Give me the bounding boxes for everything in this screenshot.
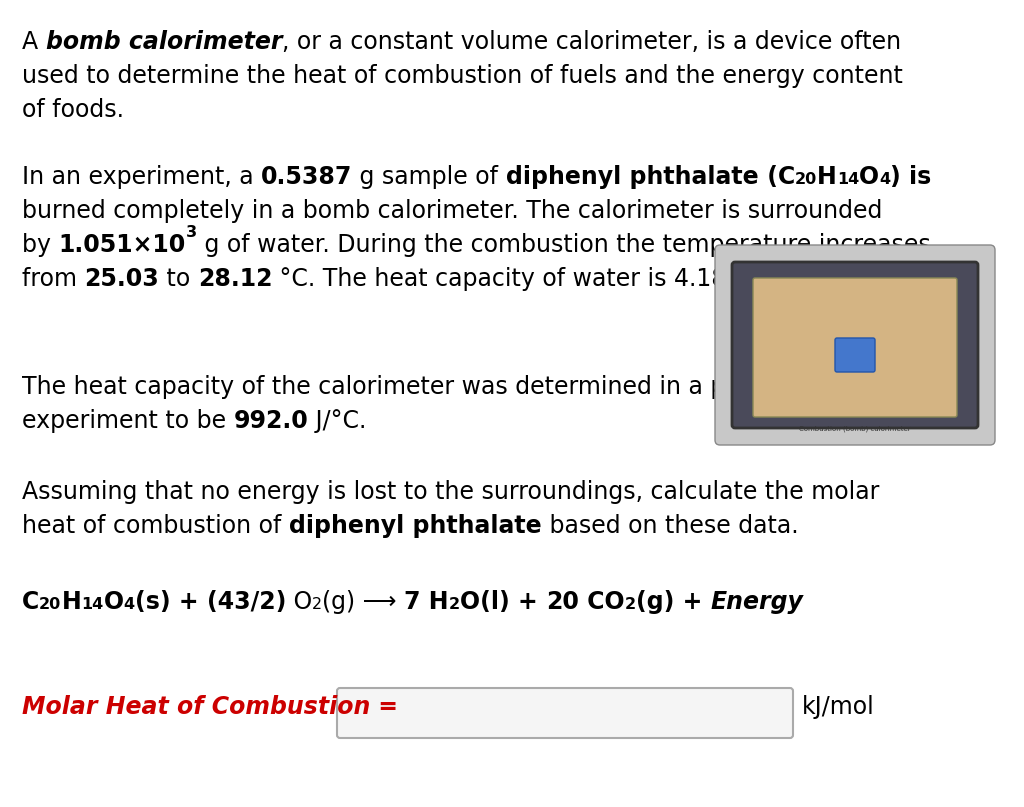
- Text: 28.12: 28.12: [198, 267, 272, 291]
- Text: Molar Heat of Combustion: Molar Heat of Combustion: [22, 695, 371, 719]
- Text: g of water. During the combustion the temperature increases: g of water. During the combustion the te…: [197, 233, 931, 257]
- Text: =: =: [371, 695, 398, 719]
- Text: 2: 2: [625, 597, 636, 612]
- Text: O: O: [286, 590, 312, 614]
- Text: O(l) +: O(l) +: [460, 590, 546, 614]
- Text: diphenyl phthalate: diphenyl phthalate: [506, 165, 759, 189]
- Text: to: to: [160, 267, 198, 291]
- FancyBboxPatch shape: [732, 262, 978, 428]
- Text: of foods.: of foods.: [22, 98, 124, 122]
- Text: 25.03: 25.03: [85, 267, 160, 291]
- FancyBboxPatch shape: [835, 338, 874, 372]
- Text: In an experiment, a: In an experiment, a: [22, 165, 261, 189]
- Text: kJ/mol: kJ/mol: [802, 695, 874, 719]
- Text: Energy: Energy: [711, 590, 803, 614]
- Text: Assuming that no energy is lost to the surroundings, calculate the molar: Assuming that no energy is lost to the s…: [22, 480, 880, 504]
- Text: C: C: [22, 590, 39, 614]
- FancyBboxPatch shape: [753, 278, 957, 417]
- Text: °C: °C: [803, 267, 830, 291]
- Text: by: by: [22, 233, 58, 257]
- Text: (g) ⟶: (g) ⟶: [323, 590, 404, 614]
- Text: O: O: [103, 590, 124, 614]
- Text: −1: −1: [779, 259, 803, 274]
- Text: (43/2): (43/2): [207, 590, 286, 614]
- Text: ) is: ) is: [891, 165, 932, 189]
- Text: experiment to be: experiment to be: [22, 409, 233, 433]
- Text: CO: CO: [579, 590, 625, 614]
- Text: H: H: [61, 590, 81, 614]
- Text: diphenyl phthalate: diphenyl phthalate: [289, 514, 542, 538]
- Text: O: O: [859, 165, 880, 189]
- Text: 0.5387: 0.5387: [261, 165, 352, 189]
- Text: J/°C.: J/°C.: [308, 409, 367, 433]
- FancyBboxPatch shape: [337, 688, 793, 738]
- Text: 2: 2: [312, 597, 323, 612]
- Text: 14: 14: [81, 597, 103, 612]
- Text: 2: 2: [449, 597, 460, 612]
- Text: 3: 3: [185, 225, 197, 240]
- Text: bomb calorimeter: bomb calorimeter: [46, 30, 283, 54]
- Text: 7 H: 7 H: [404, 590, 449, 614]
- Text: 20: 20: [546, 590, 579, 614]
- Text: (s) +: (s) +: [135, 590, 207, 614]
- FancyBboxPatch shape: [715, 245, 995, 445]
- Text: , or a constant volume calorimeter, is a device often: , or a constant volume calorimeter, is a…: [283, 30, 901, 54]
- Text: 1.051×10: 1.051×10: [58, 233, 185, 257]
- Text: heat of combustion of: heat of combustion of: [22, 514, 289, 538]
- Text: (: (: [759, 165, 777, 189]
- Text: 992.0: 992.0: [233, 409, 308, 433]
- Text: burned completely in a bomb calorimeter. The calorimeter is surrounded: burned completely in a bomb calorimeter.…: [22, 199, 883, 223]
- Text: 4: 4: [124, 597, 135, 612]
- Text: based on these data.: based on these data.: [542, 514, 798, 538]
- Text: A: A: [22, 30, 46, 54]
- Text: (g) +: (g) +: [636, 590, 711, 614]
- Text: .: .: [854, 267, 862, 291]
- Text: The heat capacity of the calorimeter was determined in a previous: The heat capacity of the calorimeter was…: [22, 375, 811, 399]
- Text: g sample of: g sample of: [352, 165, 506, 189]
- Text: 20: 20: [795, 172, 817, 187]
- Text: Combustion (bomb) calorimeter: Combustion (bomb) calorimeter: [799, 425, 910, 432]
- Text: −1: −1: [830, 259, 854, 274]
- Text: C: C: [777, 165, 795, 189]
- Text: H: H: [817, 165, 837, 189]
- Text: from: from: [22, 267, 85, 291]
- Text: used to determine the heat of combustion of fuels and the energy content: used to determine the heat of combustion…: [22, 64, 903, 88]
- Text: 4: 4: [880, 172, 891, 187]
- Text: °C. The heat capacity of water is 4.184 J g: °C. The heat capacity of water is 4.184 …: [272, 267, 779, 291]
- Text: 14: 14: [837, 172, 859, 187]
- Text: 20: 20: [39, 597, 61, 612]
